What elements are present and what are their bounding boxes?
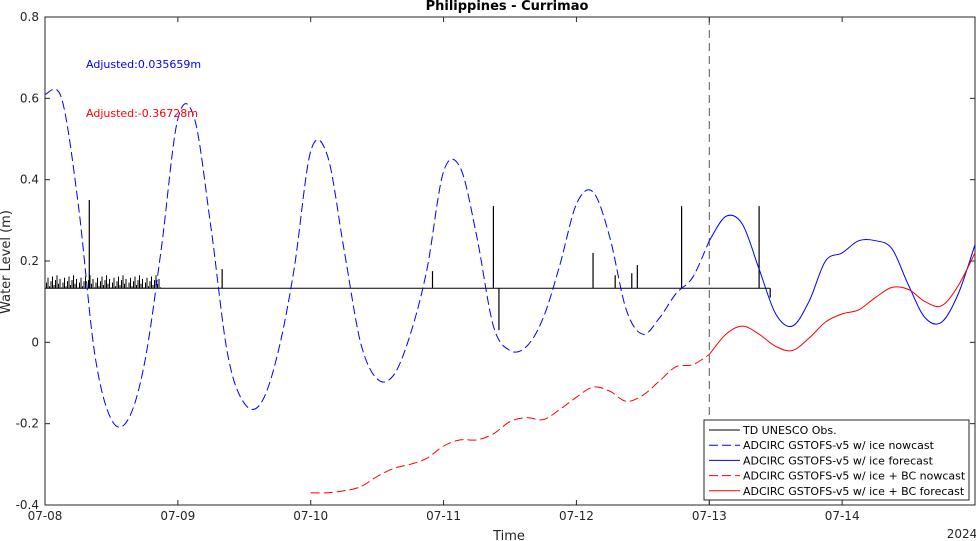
x-axis-label: Time <box>492 529 525 541</box>
y-axis-label: Water Level (m) <box>0 210 14 314</box>
series-0 <box>44 200 771 331</box>
series-line <box>708 252 976 355</box>
y-tick-label: 0.8 <box>20 10 39 24</box>
x-tick-label: 07-11 <box>426 509 461 523</box>
x-tick-label: 07-08 <box>28 509 63 523</box>
chart-title: Philippines - Currimao <box>426 0 589 14</box>
legend-label: ADCIRC GSTOFS-v5 w/ ice + BC nowcast <box>743 470 966 483</box>
annotation-label: Adjusted:-0.36728m <box>86 107 198 120</box>
legend-label: ADCIRC GSTOFS-v5 w/ ice nowcast <box>743 439 935 452</box>
series-1 <box>44 88 710 428</box>
series-2 <box>708 214 976 328</box>
y-tick-label: 0.4 <box>20 173 39 187</box>
legend-box <box>703 419 970 501</box>
annotations: Adjusted:0.035659m Adjusted:-0.36728m <box>86 58 201 120</box>
obs-noise <box>44 275 161 289</box>
legend-label: ADCIRC GSTOFS-v5 w/ ice forecast <box>743 454 934 467</box>
x-tick-label: 07-12 <box>559 509 594 523</box>
y-tick-label: 0.2 <box>20 254 39 268</box>
series-line <box>44 88 710 428</box>
year-label: 2024 <box>947 527 976 541</box>
x-tick-label: 07-10 <box>293 509 328 523</box>
x-tick-label: 07-13 <box>692 509 727 523</box>
y-tick-label: 0 <box>31 335 39 349</box>
series-3 <box>310 354 710 494</box>
y-axis: -0.4 -0.2 0 0.2 0.4 0.6 0.8 <box>16 10 975 512</box>
legend-label: TD UNESCO Obs. <box>742 424 837 437</box>
y-tick-label: -0.4 <box>16 498 39 512</box>
legend-label: ADCIRC GSTOFS-v5 w/ ice + BC forecast <box>743 485 965 498</box>
annotation-label: Adjusted:0.035659m <box>86 58 201 71</box>
series-group <box>44 88 976 494</box>
x-tick-label: 07-14 <box>825 509 860 523</box>
series-line <box>310 354 710 494</box>
series-line <box>708 214 976 328</box>
legend: TD UNESCO Obs. ADCIRC GSTOFS-v5 w/ ice no… <box>703 419 970 501</box>
series-4 <box>708 252 976 355</box>
x-tick-label: 07-09 <box>160 509 195 523</box>
y-tick-label: -0.2 <box>16 417 39 431</box>
y-tick-label: 0.6 <box>20 91 39 105</box>
x-axis: 07-08 07-09 07-10 07-11 07-12 07-13 07-14 <box>28 17 860 523</box>
